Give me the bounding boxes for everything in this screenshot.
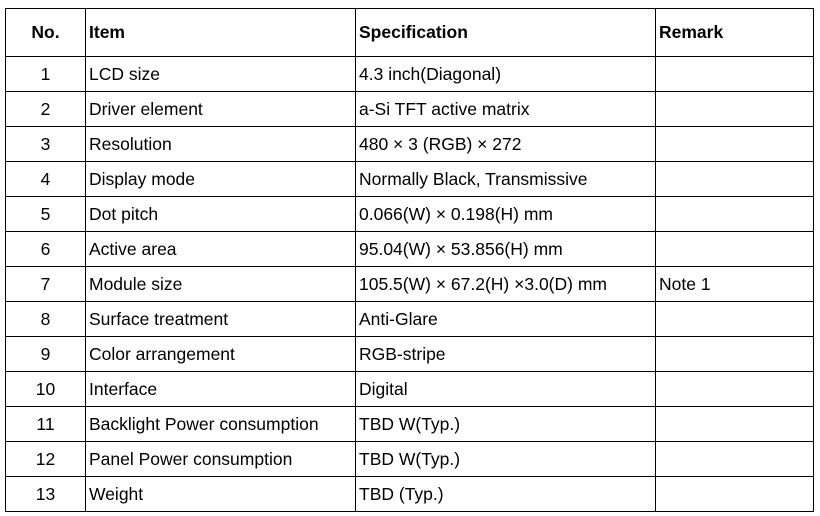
no-cell: 8 [5,301,86,337]
remark-cell [655,476,814,512]
table-row: 1 LCD size 4.3 inch(Diagonal) [5,56,814,92]
no-cell: 11 [5,406,86,442]
item-cell: Weight [85,476,356,512]
spec-cell: Digital [355,371,656,407]
spec-cell: 4.3 inch(Diagonal) [355,56,656,92]
spec-cell: 0.066(W) × 0.198(H) mm [355,196,656,232]
table-row: 7 Module size 105.5(W) × 67.2(H) ×3.0(D) m… [5,266,814,302]
remark-cell [655,196,814,232]
spec-cell: 95.04(W) × 53.856(H) mm [355,231,656,267]
item-cell: LCD size [85,56,356,92]
remark-cell [655,161,814,197]
no-cell: 1 [5,56,86,92]
no-cell: 2 [5,91,86,127]
item-cell: Active area [85,231,356,267]
spec-cell: TBD (Typ.) [355,476,656,512]
remark-cell [655,56,814,92]
table-row: 2 Driver element a-Si TFT active matrix [5,91,814,127]
spec-cell: TBD W(Typ.) [355,441,656,477]
no-cell: 7 [5,266,86,302]
table-row: 9 Color arrangement RGB-stripe [5,336,814,372]
spec-cell: a-Si TFT active matrix [355,91,656,127]
spec-cell: Anti-Glare [355,301,656,337]
no-cell: 5 [5,196,86,232]
table-row: 4 Display mode Normally Black, Transmissiv… [5,161,814,197]
remark-cell [655,91,814,127]
table-row: 10 Interface Digital [5,371,814,407]
spec-cell: TBD W(Typ.) [355,406,656,442]
spec-cell: Normally Black, Transmissive [355,161,656,197]
spec-cell: 480 × 3 (RGB) × 272 [355,126,656,162]
header-cell: No. [5,8,86,57]
remark-cell [655,126,814,162]
item-cell: Panel Power consumption [85,441,356,477]
item-cell: Display mode [85,161,356,197]
table-body: 1 LCD size 4.3 inch(Diagonal) 2 Driver eleme… [5,56,814,512]
table-row: 12 Panel Power consumption TBD W(Typ.) [5,441,814,477]
spec-cell: 105.5(W) × 67.2(H) ×3.0(D) mm [355,266,656,302]
remark-cell [655,301,814,337]
table-header: No. Item Specification Remark [5,8,814,57]
spec-cell: RGB-stripe [355,336,656,372]
no-cell: 9 [5,336,86,372]
no-cell: 6 [5,231,86,267]
table-row: 8 Surface treatment Anti-Glare [5,301,814,337]
header-cell: Item [85,8,356,57]
remark-cell [655,371,814,407]
remark-cell [655,441,814,477]
item-cell: Resolution [85,126,356,162]
header-cell: Specification [355,8,656,57]
header-row: No. Item Specification Remark [5,8,814,57]
item-cell: Surface treatment [85,301,356,337]
table-row: 3 Resolution 480 × 3 (RGB) × 272 [5,126,814,162]
item-cell: Backlight Power consumption [85,406,356,442]
no-cell: 3 [5,126,86,162]
table-row: 13 Weight TBD (Typ.) [5,476,814,512]
item-cell: Interface [85,371,356,407]
no-cell: 13 [5,476,86,512]
no-cell: 10 [5,371,86,407]
remark-cell [655,336,814,372]
item-cell: Dot pitch [85,196,356,232]
no-cell: 12 [5,441,86,477]
header-cell: Remark [655,8,814,57]
item-cell: Color arrangement [85,336,356,372]
remark-cell: Note 1 [655,266,814,302]
no-cell: 4 [5,161,86,197]
table-row: 5 Dot pitch 0.066(W) × 0.198(H) mm [5,196,814,232]
spec-table: No. Item Specification Remark 1 LCD size 4.3 … [5,8,814,512]
item-cell: Driver element [85,91,356,127]
item-cell: Module size [85,266,356,302]
table-row: 6 Active area 95.04(W) × 53.856(H) mm [5,231,814,267]
table-row: 11 Backlight Power consumption TBD W(Typ.) [5,406,814,442]
remark-cell [655,406,814,442]
remark-cell [655,231,814,267]
